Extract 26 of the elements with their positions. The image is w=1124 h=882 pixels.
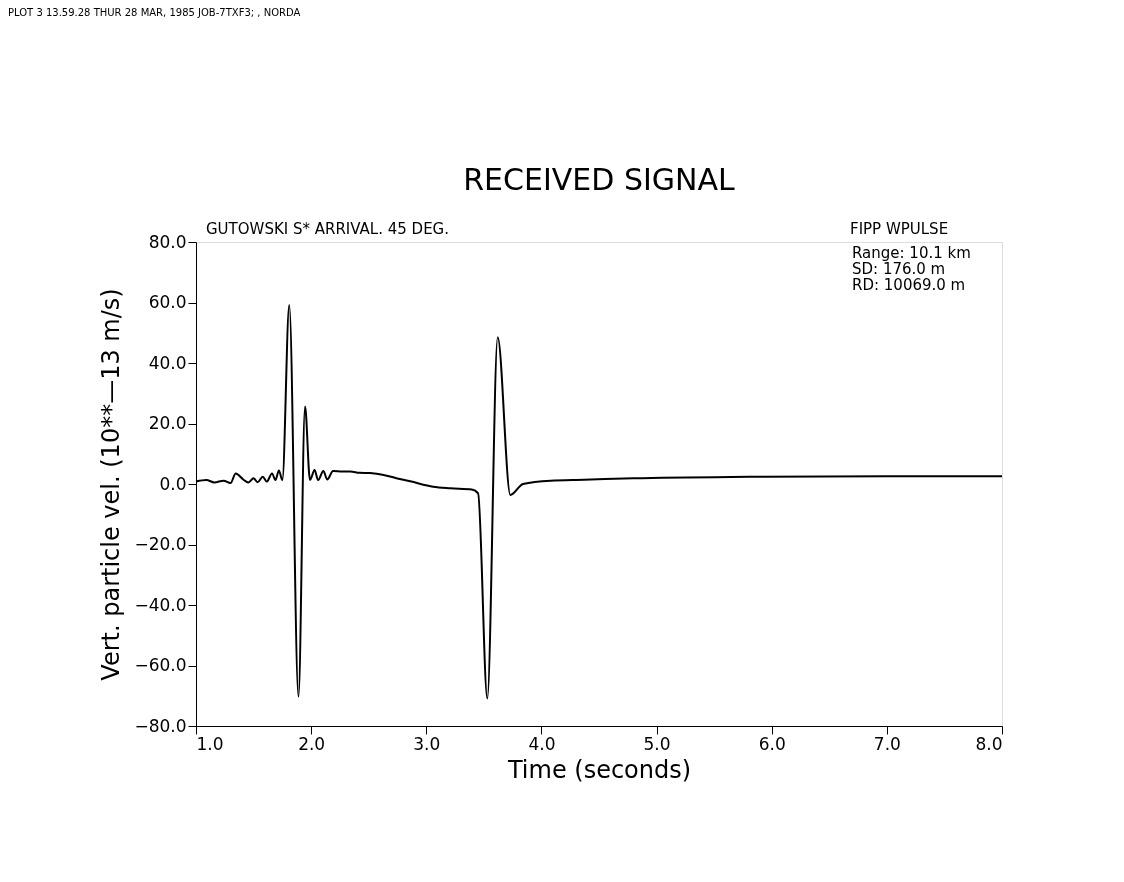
x-tick-label: 3.0 [413,733,441,754]
annotation: SD: 176.0 m [852,260,946,278]
y-tick-label: 20.0 [148,413,187,433]
chart-subtitle: GUTOWSKI S* ARRIVAL. 45 DEG. [206,220,450,238]
y-tick-label: −40.0 [134,594,187,615]
x-tick-label: 2.0 [298,733,326,754]
y-tick-label: 60.0 [148,292,187,312]
x-tick-label: 4.0 [528,733,556,754]
chart-title: RECEIVED SIGNAL [463,162,736,197]
annotation: RD: 10069.0 m [852,276,966,294]
x-tick-label: 6.0 [758,733,786,754]
text: PLOT 3 13.59.28 THUR 28 MAR, 1985 JOB-7TXF3; , NORDA [8,7,301,18]
y-tick-label: 40.0 [148,352,187,373]
x-tick-label: 5.0 [643,733,671,754]
y-tick-label: 0.0 [159,473,187,494]
annotation: Range: 10.1 km [852,244,971,262]
y-axis-title: Vert. particle vel. (10**—13 m/s) [97,288,126,681]
y-tick-label: −60.0 [134,655,187,675]
y-tick-label: 80.0 [148,231,187,252]
x-axis-title: Time (seconds) [506,755,692,784]
x-tick-label: 7.0 [873,733,901,754]
y-tick-label: −20.0 [134,534,187,554]
x-tick-label: 1.0 [196,733,224,754]
y-tick-label: −80.0 [134,715,187,736]
text: FIPP WPULSE [850,220,949,238]
x-tick-label: 8.0 [975,733,1003,754]
